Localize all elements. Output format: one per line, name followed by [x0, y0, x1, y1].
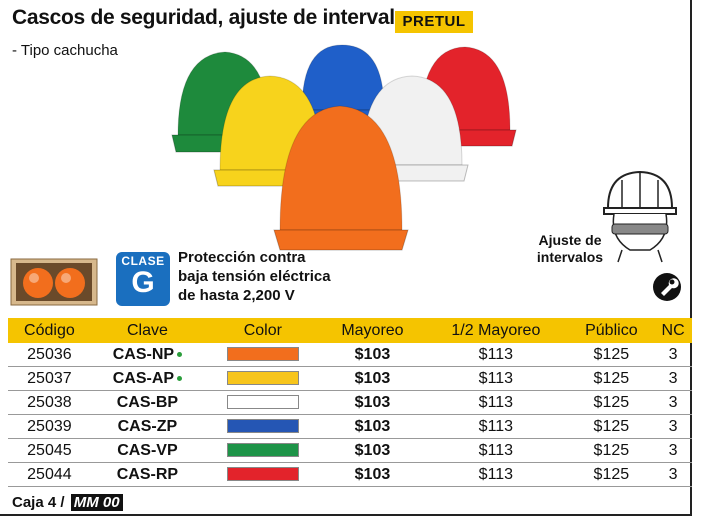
adjust-label: Ajuste de intervalos — [530, 232, 610, 266]
publico-cell: $125 — [568, 438, 655, 463]
clave-text: CAS-BP — [116, 393, 179, 411]
mm-badge: MM 00 — [70, 494, 123, 511]
color-swatch — [226, 467, 299, 482]
color-swatch — [226, 419, 299, 434]
codigo-cell: 25039 — [8, 414, 91, 439]
protection-line-1: Protección contra — [178, 249, 306, 266]
codigo-cell: 25044 — [8, 462, 91, 487]
medio-mayoreo-cell: $113 — [423, 438, 569, 463]
adjust-line-1: Ajuste de — [538, 232, 602, 248]
helmets-image — [171, 44, 517, 251]
medio-mayoreo-cell: $113 — [423, 343, 569, 367]
subtitle: - Tipo cachucha — [12, 42, 118, 59]
nc-cell: 3 — [654, 438, 692, 463]
mayoreo-cell: $103 — [321, 366, 424, 391]
clave-text: CAS-ZP — [117, 417, 178, 435]
color-cell — [204, 414, 322, 439]
publico-cell: $125 — [568, 343, 655, 367]
medio-mayoreo-cell: $113 — [423, 390, 569, 415]
clave-text: CAS-RP — [116, 465, 179, 483]
publico-cell: $125 — [568, 366, 655, 391]
clave-text: CAS-NP — [112, 345, 175, 363]
header-nc: NC — [654, 318, 692, 343]
head-adjust-icon — [603, 170, 677, 263]
clave-text: CAS-VP — [117, 441, 178, 459]
clave-cell: CAS-RP — [90, 462, 205, 487]
header-mayoreo: Mayoreo — [321, 318, 424, 343]
mayoreo-cell: $103 — [321, 343, 424, 367]
table-row: 25044 CAS-RP $103 $113 $125 3 — [8, 462, 692, 487]
protection-line-3: de hasta 2,200 V — [178, 287, 295, 304]
table-row: 25036 CAS-NP $103 $113 $125 3 — [8, 343, 692, 367]
page-title: Cascos de seguridad, ajuste de intervalo… — [12, 6, 419, 29]
clave-cell: CAS-BP — [90, 390, 205, 415]
protection-line-2: baja tensión eléctrica — [178, 268, 331, 285]
mayoreo-cell: $103 — [321, 462, 424, 487]
color-swatch — [226, 395, 299, 410]
table-header-row: Código Clave Color Mayoreo 1/2 Mayoreo P… — [8, 318, 692, 343]
publico-cell: $125 — [568, 414, 655, 439]
protection-text: Protección contra baja tensión eléctrica… — [178, 248, 378, 305]
table-row: 25038 CAS-BP $103 $113 $125 3 — [8, 390, 692, 415]
product-table: Código Clave Color Mayoreo 1/2 Mayoreo P… — [8, 318, 692, 487]
header-publico: Público — [568, 318, 655, 343]
caja-footer: Caja 4 / MM 00 — [12, 494, 123, 511]
clave-text: CAS-AP — [112, 369, 175, 387]
new-dot-icon — [177, 375, 183, 381]
color-swatch — [226, 443, 299, 458]
clase-value: G — [131, 266, 155, 299]
clave-cell: CAS-NP — [90, 343, 205, 367]
mayoreo-cell: $103 — [321, 390, 424, 415]
adjust-line-2: intervalos — [536, 249, 604, 265]
clave-cell: CAS-AP — [90, 366, 205, 391]
box-image — [10, 258, 98, 306]
nc-cell: 3 — [654, 414, 692, 439]
wrench-icon — [653, 273, 681, 301]
color-swatch — [226, 347, 299, 362]
nc-cell: 3 — [654, 462, 692, 487]
table-row: 25045 CAS-VP $103 $113 $125 3 — [8, 438, 692, 463]
color-cell — [204, 438, 322, 463]
color-cell — [204, 462, 322, 487]
brand-logo: PRETUL — [395, 11, 473, 33]
mayoreo-cell: $103 — [321, 438, 424, 463]
header-color: Color — [204, 318, 322, 343]
nc-cell: 3 — [654, 390, 692, 415]
page-frame — [0, 0, 692, 516]
clase-label: CLASE — [121, 254, 165, 268]
codigo-cell: 25037 — [8, 366, 91, 391]
header-medio-mayoreo: 1/2 Mayoreo — [423, 318, 569, 343]
header-clave: Clave — [90, 318, 205, 343]
clave-cell: CAS-VP — [90, 438, 205, 463]
medio-mayoreo-cell: $113 — [423, 462, 569, 487]
nc-cell: 3 — [654, 343, 692, 367]
publico-cell: $125 — [568, 390, 655, 415]
codigo-cell: 25045 — [8, 438, 91, 463]
helmet-orange — [273, 105, 409, 251]
publico-cell: $125 — [568, 462, 655, 487]
table-row: 25039 CAS-ZP $103 $113 $125 3 — [8, 414, 692, 439]
color-cell — [204, 343, 322, 367]
header-codigo: Código — [8, 318, 91, 343]
nc-cell: 3 — [654, 366, 692, 391]
clave-cell: CAS-ZP — [90, 414, 205, 439]
codigo-cell: 25036 — [8, 343, 91, 367]
codigo-cell: 25038 — [8, 390, 91, 415]
color-cell — [204, 366, 322, 391]
color-swatch — [226, 371, 299, 386]
new-dot-icon — [177, 351, 183, 357]
medio-mayoreo-cell: $113 — [423, 366, 569, 391]
color-cell — [204, 390, 322, 415]
clase-badge: CLASE G — [116, 252, 170, 306]
mayoreo-cell: $103 — [321, 414, 424, 439]
table-row: 25037 CAS-AP $103 $113 $125 3 — [8, 366, 692, 391]
medio-mayoreo-cell: $113 — [423, 414, 569, 439]
caja-label: Caja 4 / — [12, 494, 65, 511]
